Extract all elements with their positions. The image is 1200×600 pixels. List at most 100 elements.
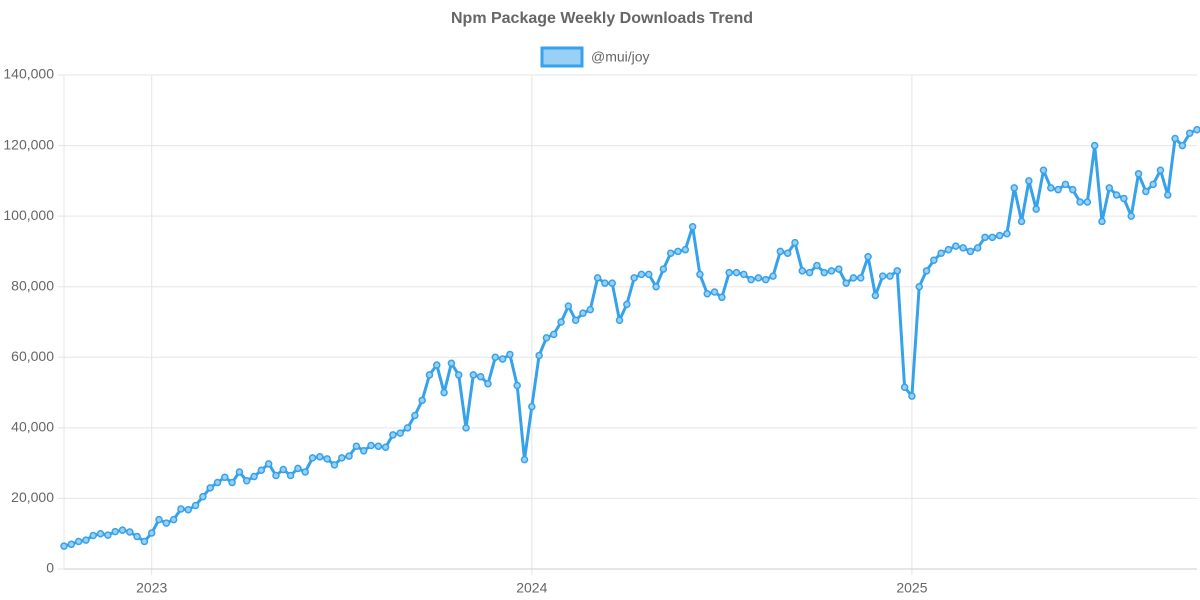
- point: [162, 519, 171, 527]
- point: [1025, 177, 1033, 185]
- point: [221, 473, 229, 482]
- point: [1178, 141, 1187, 150]
- y-tick-label: 100,000: [3, 207, 54, 223]
- point: [1193, 125, 1200, 134]
- point: [1090, 141, 1099, 150]
- point: [769, 272, 777, 280]
- point: [286, 471, 295, 480]
- point: [754, 274, 763, 282]
- point: [776, 247, 785, 256]
- point: [506, 350, 514, 359]
- point: [981, 233, 989, 242]
- point: [557, 318, 565, 326]
- point: [294, 464, 302, 473]
- point: [89, 531, 97, 540]
- point: [213, 478, 222, 487]
- point: [520, 455, 529, 464]
- point: [316, 453, 324, 461]
- point: [323, 455, 331, 463]
- point: [571, 316, 580, 324]
- point: [564, 302, 573, 310]
- point: [447, 359, 456, 368]
- point: [549, 330, 558, 339]
- point: [995, 231, 1004, 240]
- point: [301, 468, 309, 476]
- point: [67, 540, 76, 549]
- point: [454, 371, 463, 379]
- point: [593, 274, 602, 282]
- x-tick-label: 2024: [516, 580, 547, 596]
- point: [411, 411, 419, 420]
- legend-swatch[interactable]: [540, 46, 584, 68]
- point: [791, 238, 799, 247]
- point: [586, 305, 595, 314]
- point: [813, 261, 821, 270]
- point: [126, 528, 134, 536]
- point: [1032, 205, 1040, 213]
- point: [718, 293, 726, 302]
- point: [367, 441, 375, 450]
- point: [783, 249, 792, 257]
- point: [930, 256, 938, 264]
- point: [469, 371, 478, 379]
- point: [630, 274, 638, 282]
- point: [257, 466, 266, 474]
- point: [922, 267, 931, 275]
- point: [1164, 191, 1172, 199]
- point: [462, 424, 470, 432]
- point: [1083, 198, 1092, 206]
- point: [1054, 185, 1062, 194]
- point: [1185, 129, 1194, 137]
- point: [169, 515, 178, 524]
- point: [608, 279, 616, 287]
- point: [623, 300, 631, 309]
- point: [111, 527, 119, 536]
- point: [1017, 217, 1026, 226]
- point: [199, 492, 207, 501]
- point: [374, 442, 383, 450]
- point: [944, 245, 953, 254]
- point: [491, 353, 500, 362]
- point: [761, 275, 770, 284]
- point: [857, 274, 865, 282]
- point: [155, 515, 163, 524]
- point: [835, 265, 843, 273]
- point: [184, 505, 193, 514]
- point: [878, 272, 887, 280]
- point: [403, 424, 412, 432]
- legend-label[interactable]: @mui/joy: [591, 49, 650, 65]
- point: [418, 396, 426, 405]
- x-tick-label: 2025: [896, 580, 927, 596]
- point: [228, 478, 236, 487]
- point: [805, 268, 814, 277]
- point: [820, 268, 828, 277]
- point: [96, 529, 105, 538]
- point: [250, 472, 258, 481]
- point: [279, 465, 288, 474]
- point: [433, 361, 441, 369]
- y-tick-label: 140,000: [3, 66, 54, 82]
- point: [915, 282, 923, 291]
- point: [330, 461, 339, 469]
- point: [82, 536, 90, 544]
- point: [703, 290, 712, 298]
- point: [389, 431, 397, 439]
- point: [659, 265, 668, 273]
- point: [988, 233, 997, 242]
- point: [1171, 134, 1179, 143]
- point: [308, 454, 317, 462]
- point: [740, 270, 748, 279]
- point: [849, 274, 858, 282]
- point: [425, 371, 434, 379]
- point: [725, 268, 733, 277]
- point: [688, 222, 697, 231]
- point: [74, 537, 83, 546]
- point: [345, 452, 353, 460]
- y-tick-label: 120,000: [3, 136, 54, 152]
- point: [973, 244, 982, 252]
- point: [272, 471, 280, 480]
- point: [871, 291, 880, 300]
- point: [60, 542, 68, 550]
- point: [1142, 187, 1150, 196]
